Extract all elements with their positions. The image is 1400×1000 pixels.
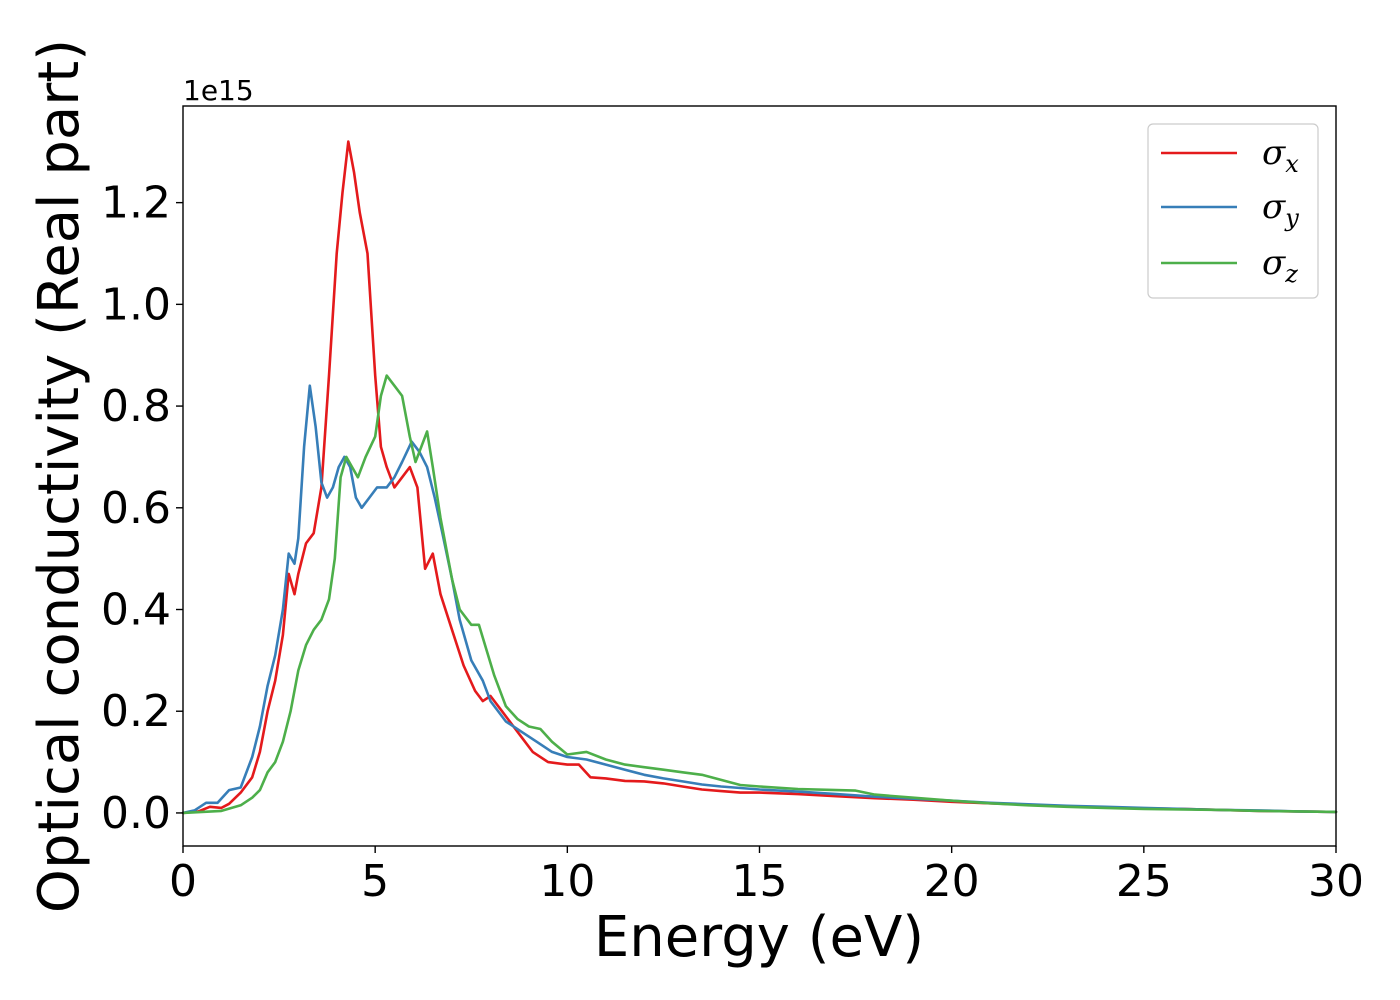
legend-box: [1147, 123, 1319, 299]
x-tick-label: 20: [924, 856, 980, 907]
y-tick-label: 1.0: [101, 279, 171, 330]
legend-label-y: σy: [1262, 187, 1299, 232]
series-line-z: [181, 374, 1338, 815]
y-axis-ticks: 0.0 0.2 0.4 0.6 0.8 1.0 1.2: [101, 178, 183, 839]
x-axis-ticks: 0 5 10 15 20 25 30: [169, 846, 1364, 907]
y-tick-label: 0.2: [101, 686, 171, 737]
x-tick-label: 30: [1308, 856, 1364, 907]
x-tick-label: 0: [169, 856, 197, 907]
y-tick-label: 1.2: [101, 178, 171, 229]
series-line-x: [181, 140, 1338, 815]
x-tick-label: 5: [361, 856, 389, 907]
y-tick-label: 0.0: [101, 788, 171, 839]
y-offset-label: 1e15: [183, 74, 254, 107]
legend: σx σy σz: [1147, 123, 1319, 299]
y-tick-label: 0.6: [101, 483, 171, 534]
y-tick-label: 0.4: [101, 585, 171, 636]
x-tick-label: 10: [539, 856, 595, 907]
x-tick-label: 15: [732, 856, 788, 907]
x-tick-label: 25: [1116, 856, 1172, 907]
legend-label-x: σx: [1262, 133, 1299, 178]
y-tick-label: 0.8: [101, 381, 171, 432]
y-axis-title: Optical conductivity (Real part): [27, 39, 92, 913]
x-axis-title: Energy (eV): [594, 905, 924, 970]
legend-label-z: σz: [1262, 243, 1298, 288]
series-layer: [181, 140, 1338, 815]
